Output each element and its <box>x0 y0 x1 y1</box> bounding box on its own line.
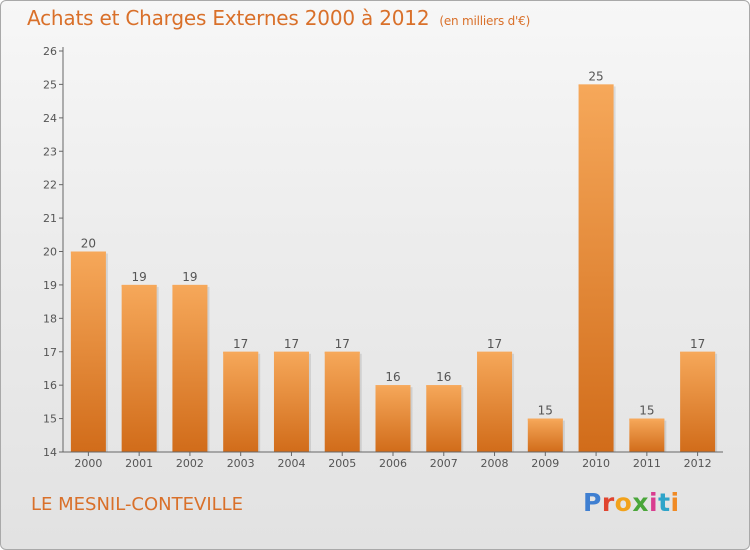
bar-value-label: 25 <box>588 69 603 83</box>
y-tick-label: 22 <box>43 179 57 192</box>
y-tick-label: 25 <box>43 78 57 91</box>
logo-letter: o <box>614 488 633 517</box>
bar-value-label: 16 <box>436 370 451 384</box>
bar <box>426 385 462 452</box>
y-tick-label: 15 <box>43 413 57 426</box>
chart-title-text: Achats et Charges Externes 2000 à 2012 <box>27 6 430 30</box>
bar-highlight <box>70 251 106 254</box>
bar-value-label: 17 <box>233 337 248 351</box>
bar <box>324 351 360 452</box>
bar-highlight <box>324 351 360 354</box>
bar <box>273 351 309 452</box>
x-tick-label: 2004 <box>277 457 305 470</box>
logo-letter: P <box>583 488 602 517</box>
x-tick-label: 2001 <box>125 457 153 470</box>
bar-highlight <box>527 418 563 421</box>
x-tick-label: 2000 <box>74 457 102 470</box>
y-tick-label: 21 <box>43 212 57 225</box>
bar-highlight <box>172 284 208 287</box>
bar <box>172 284 208 452</box>
logo-letter: i <box>670 488 680 517</box>
commune-name: LE MESNIL-CONTEVILLE <box>31 494 244 515</box>
y-tick-label: 23 <box>43 145 57 158</box>
chart-subtitle: (en milliers d'€) <box>439 14 531 28</box>
logo-letter: t <box>658 488 671 517</box>
y-tick-label: 17 <box>43 346 57 359</box>
x-tick-label: 2003 <box>227 457 255 470</box>
proxiti-logo[interactable]: Proxiti <box>583 488 680 517</box>
bar <box>527 418 563 452</box>
x-tick-label: 2006 <box>379 457 407 470</box>
bar-highlight <box>477 351 513 354</box>
y-tick-label: 19 <box>43 279 57 292</box>
x-tick-label: 2011 <box>633 457 661 470</box>
bar-value-label: 20 <box>81 237 96 251</box>
y-tick-label: 24 <box>43 112 57 125</box>
x-tick-label: 2005 <box>328 457 356 470</box>
bar-value-label: 17 <box>284 337 299 351</box>
x-tick-label: 2009 <box>531 457 559 470</box>
x-tick-label: 2002 <box>176 457 204 470</box>
bar-highlight <box>629 418 665 421</box>
bar-value-label: 15 <box>639 404 654 418</box>
bar <box>578 84 614 453</box>
bar <box>680 351 716 452</box>
bar <box>629 418 665 452</box>
bar-highlight <box>680 351 716 354</box>
bar-highlight <box>273 351 309 354</box>
y-tick-label: 14 <box>43 446 57 459</box>
bar-highlight <box>426 385 462 388</box>
logo-letter: x <box>632 488 649 517</box>
y-tick-label: 26 <box>43 45 57 58</box>
x-axis: 2000 2001 2002 2003 2004 2005 2006 2007 2008 2009… <box>63 451 723 470</box>
bar-value-label: 19 <box>182 270 197 284</box>
x-tick-label: 2008 <box>481 457 509 470</box>
chart-title: Achats et Charges Externes 2000 à 2012 (e… <box>27 6 530 30</box>
bar-value-label: 15 <box>538 404 553 418</box>
x-tick-label: 2012 <box>684 457 712 470</box>
bar <box>121 284 157 452</box>
bar-highlight <box>578 84 614 87</box>
bar-highlight <box>223 351 259 354</box>
bar-highlight <box>375 385 411 388</box>
x-tick-label: 2007 <box>430 457 458 470</box>
bar-value-label: 16 <box>385 370 400 384</box>
bar-value-label: 17 <box>335 337 350 351</box>
y-tick-label: 16 <box>43 379 57 392</box>
x-tick-label: 2010 <box>582 457 610 470</box>
bar-value-label: 17 <box>487 337 502 351</box>
bar-highlight <box>121 284 157 287</box>
bar-value-label: 19 <box>132 270 147 284</box>
logo-letter: r <box>601 488 615 517</box>
bar <box>223 351 259 452</box>
y-tick-label: 20 <box>43 246 57 259</box>
bar <box>477 351 513 452</box>
bars: 20 19 19 17 17 17 16 16 17 15 25 15 17 <box>70 69 718 453</box>
y-axis: 14 15 16 17 18 19 20 21 22 23 24 25 26 <box>43 45 64 459</box>
bar-value-label: 17 <box>690 337 705 351</box>
bar <box>70 251 106 452</box>
bar <box>375 385 411 452</box>
logo-letter: i <box>649 488 659 517</box>
y-tick-label: 18 <box>43 312 57 325</box>
